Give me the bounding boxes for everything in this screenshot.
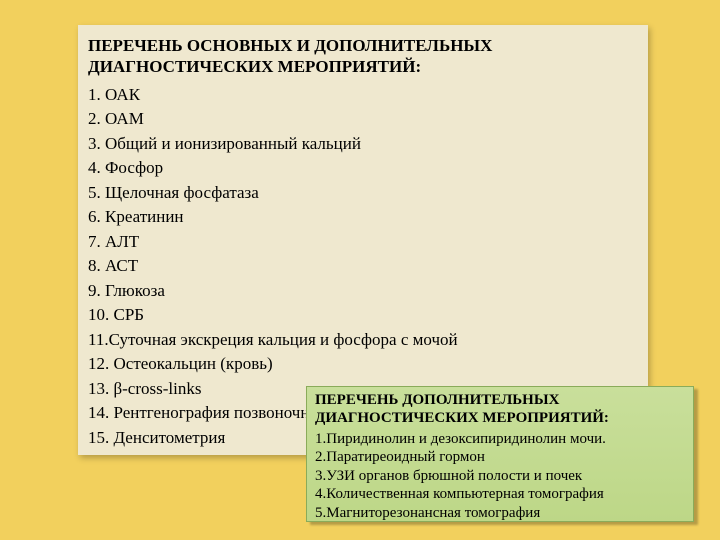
list-item: 9. Глюкоза xyxy=(88,279,642,303)
list-item: 7. АЛТ xyxy=(88,230,642,254)
list-item: 1.Пиридинолин и дезоксипиридинолин мочи. xyxy=(315,430,685,449)
list-item: 8. АСТ xyxy=(88,254,642,278)
list-item: 3. Общий и ионизированный кальций xyxy=(88,132,642,156)
sub-box: ПЕРЕЧЕНЬ ДОПОЛНИТЕЛЬНЫХ ДИАГНОСТИЧЕСКИХ … xyxy=(306,386,694,522)
sub-list: 1.Пиридинолин и дезоксипиридинолин мочи.… xyxy=(315,430,685,523)
list-item: 10. СРБ xyxy=(88,303,642,327)
list-item: 4. Фосфор xyxy=(88,156,642,180)
list-item: 6. Креатинин xyxy=(88,205,642,229)
list-item: 2. ОАМ xyxy=(88,107,642,131)
list-item: 2.Паратиреоидный гормон xyxy=(315,448,685,467)
list-item: 11.Суточная экскреция кальция и фосфора … xyxy=(88,328,642,352)
list-item: 3.УЗИ органов брюшной полости и почек xyxy=(315,467,685,486)
sub-title: ПЕРЕЧЕНЬ ДОПОЛНИТЕЛЬНЫХ ДИАГНОСТИЧЕСКИХ … xyxy=(315,391,685,428)
list-item: 5. Щелочная фосфатаза xyxy=(88,181,642,205)
main-title: ПЕРЕЧЕНЬ ОСНОВНЫХ И ДОПОЛНИТЕЛЬНЫХ ДИАГН… xyxy=(88,35,638,78)
slide: ПЕРЕЧЕНЬ ОСНОВНЫХ И ДОПОЛНИТЕЛЬНЫХ ДИАГН… xyxy=(0,0,720,540)
list-item: 5.Магниторезонансная томография xyxy=(315,504,685,523)
list-item: 12. Остеокальцин (кровь) xyxy=(88,352,642,376)
list-item: 1. ОАК xyxy=(88,83,642,107)
list-item: 4.Количественная компьютерная томография xyxy=(315,485,685,504)
